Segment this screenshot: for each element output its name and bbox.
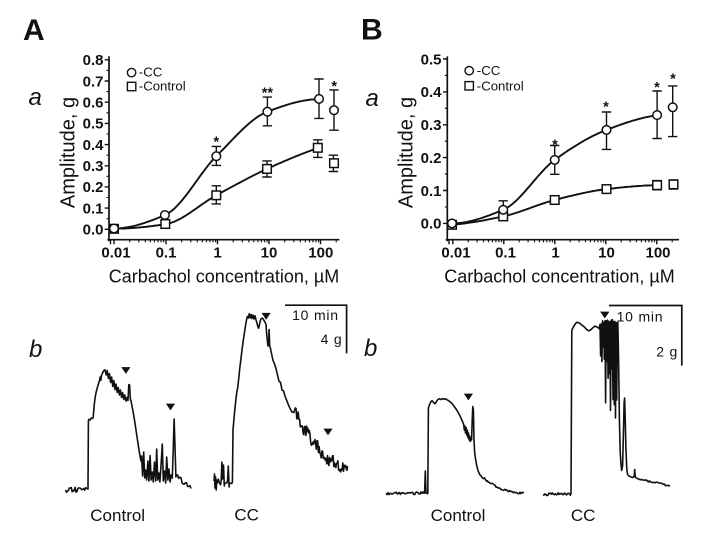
svg-text:-Control: -Control: [477, 78, 524, 93]
svg-text:b: b: [29, 336, 42, 363]
svg-text:a: a: [366, 85, 379, 112]
svg-text:0.8: 0.8: [83, 52, 104, 69]
svg-text:10: 10: [261, 245, 278, 262]
svg-text:CC: CC: [234, 506, 259, 525]
svg-text:*: *: [670, 72, 676, 88]
svg-text:0.3: 0.3: [421, 117, 442, 134]
svg-text:Carbachol concentration, µM: Carbachol concentration, µM: [109, 267, 339, 287]
svg-text:CC: CC: [571, 506, 596, 525]
svg-text:0.1: 0.1: [83, 200, 104, 217]
svg-text:*: *: [654, 80, 660, 96]
svg-text:0.3: 0.3: [83, 158, 104, 175]
svg-text:100: 100: [308, 245, 333, 262]
svg-text:0.7: 0.7: [83, 73, 104, 90]
svg-text:-CC: -CC: [477, 63, 501, 78]
svg-text:0.01: 0.01: [441, 245, 470, 262]
svg-text:0.4: 0.4: [83, 137, 105, 154]
svg-text:0.6: 0.6: [83, 95, 104, 112]
svg-text:-Control: -Control: [139, 79, 186, 94]
svg-text:0.01: 0.01: [101, 245, 130, 262]
svg-text:*: *: [603, 100, 609, 116]
svg-text:0.4: 0.4: [421, 84, 443, 101]
svg-text:1: 1: [213, 245, 221, 262]
svg-text:Amplitude, g: Amplitude, g: [58, 97, 80, 208]
svg-text:0.0: 0.0: [421, 216, 442, 233]
svg-text:B: B: [361, 14, 383, 47]
svg-text:4 g: 4 g: [321, 331, 343, 347]
svg-text:1: 1: [551, 245, 559, 262]
svg-text:Amplitude, g: Amplitude, g: [396, 97, 418, 208]
svg-text:*: *: [213, 134, 219, 150]
svg-text:0.1: 0.1: [156, 245, 177, 262]
svg-text:100: 100: [645, 245, 670, 262]
svg-text:0.1: 0.1: [495, 245, 516, 262]
svg-text:0.1: 0.1: [421, 183, 442, 200]
svg-text:Control: Control: [90, 506, 145, 525]
svg-text:10 min: 10 min: [617, 308, 664, 324]
svg-text:2 g: 2 g: [656, 344, 678, 360]
svg-text:0.0: 0.0: [83, 222, 104, 239]
svg-text:Control: Control: [431, 506, 486, 525]
svg-text:**: **: [262, 85, 274, 101]
svg-text:10 min: 10 min: [292, 307, 339, 323]
svg-text:Carbachol concentration, µM: Carbachol concentration, µM: [444, 267, 674, 287]
svg-text:0.5: 0.5: [83, 116, 104, 133]
svg-text:*: *: [331, 79, 337, 95]
svg-text:0.2: 0.2: [83, 179, 104, 196]
svg-text:a: a: [29, 84, 42, 111]
svg-text:0.2: 0.2: [421, 150, 442, 167]
svg-text:*: *: [552, 138, 558, 154]
svg-text:-CC: -CC: [139, 65, 163, 80]
svg-text:10: 10: [598, 245, 615, 262]
svg-text:b: b: [364, 335, 377, 362]
svg-text:A: A: [23, 14, 45, 47]
svg-text:0.5: 0.5: [421, 51, 442, 68]
